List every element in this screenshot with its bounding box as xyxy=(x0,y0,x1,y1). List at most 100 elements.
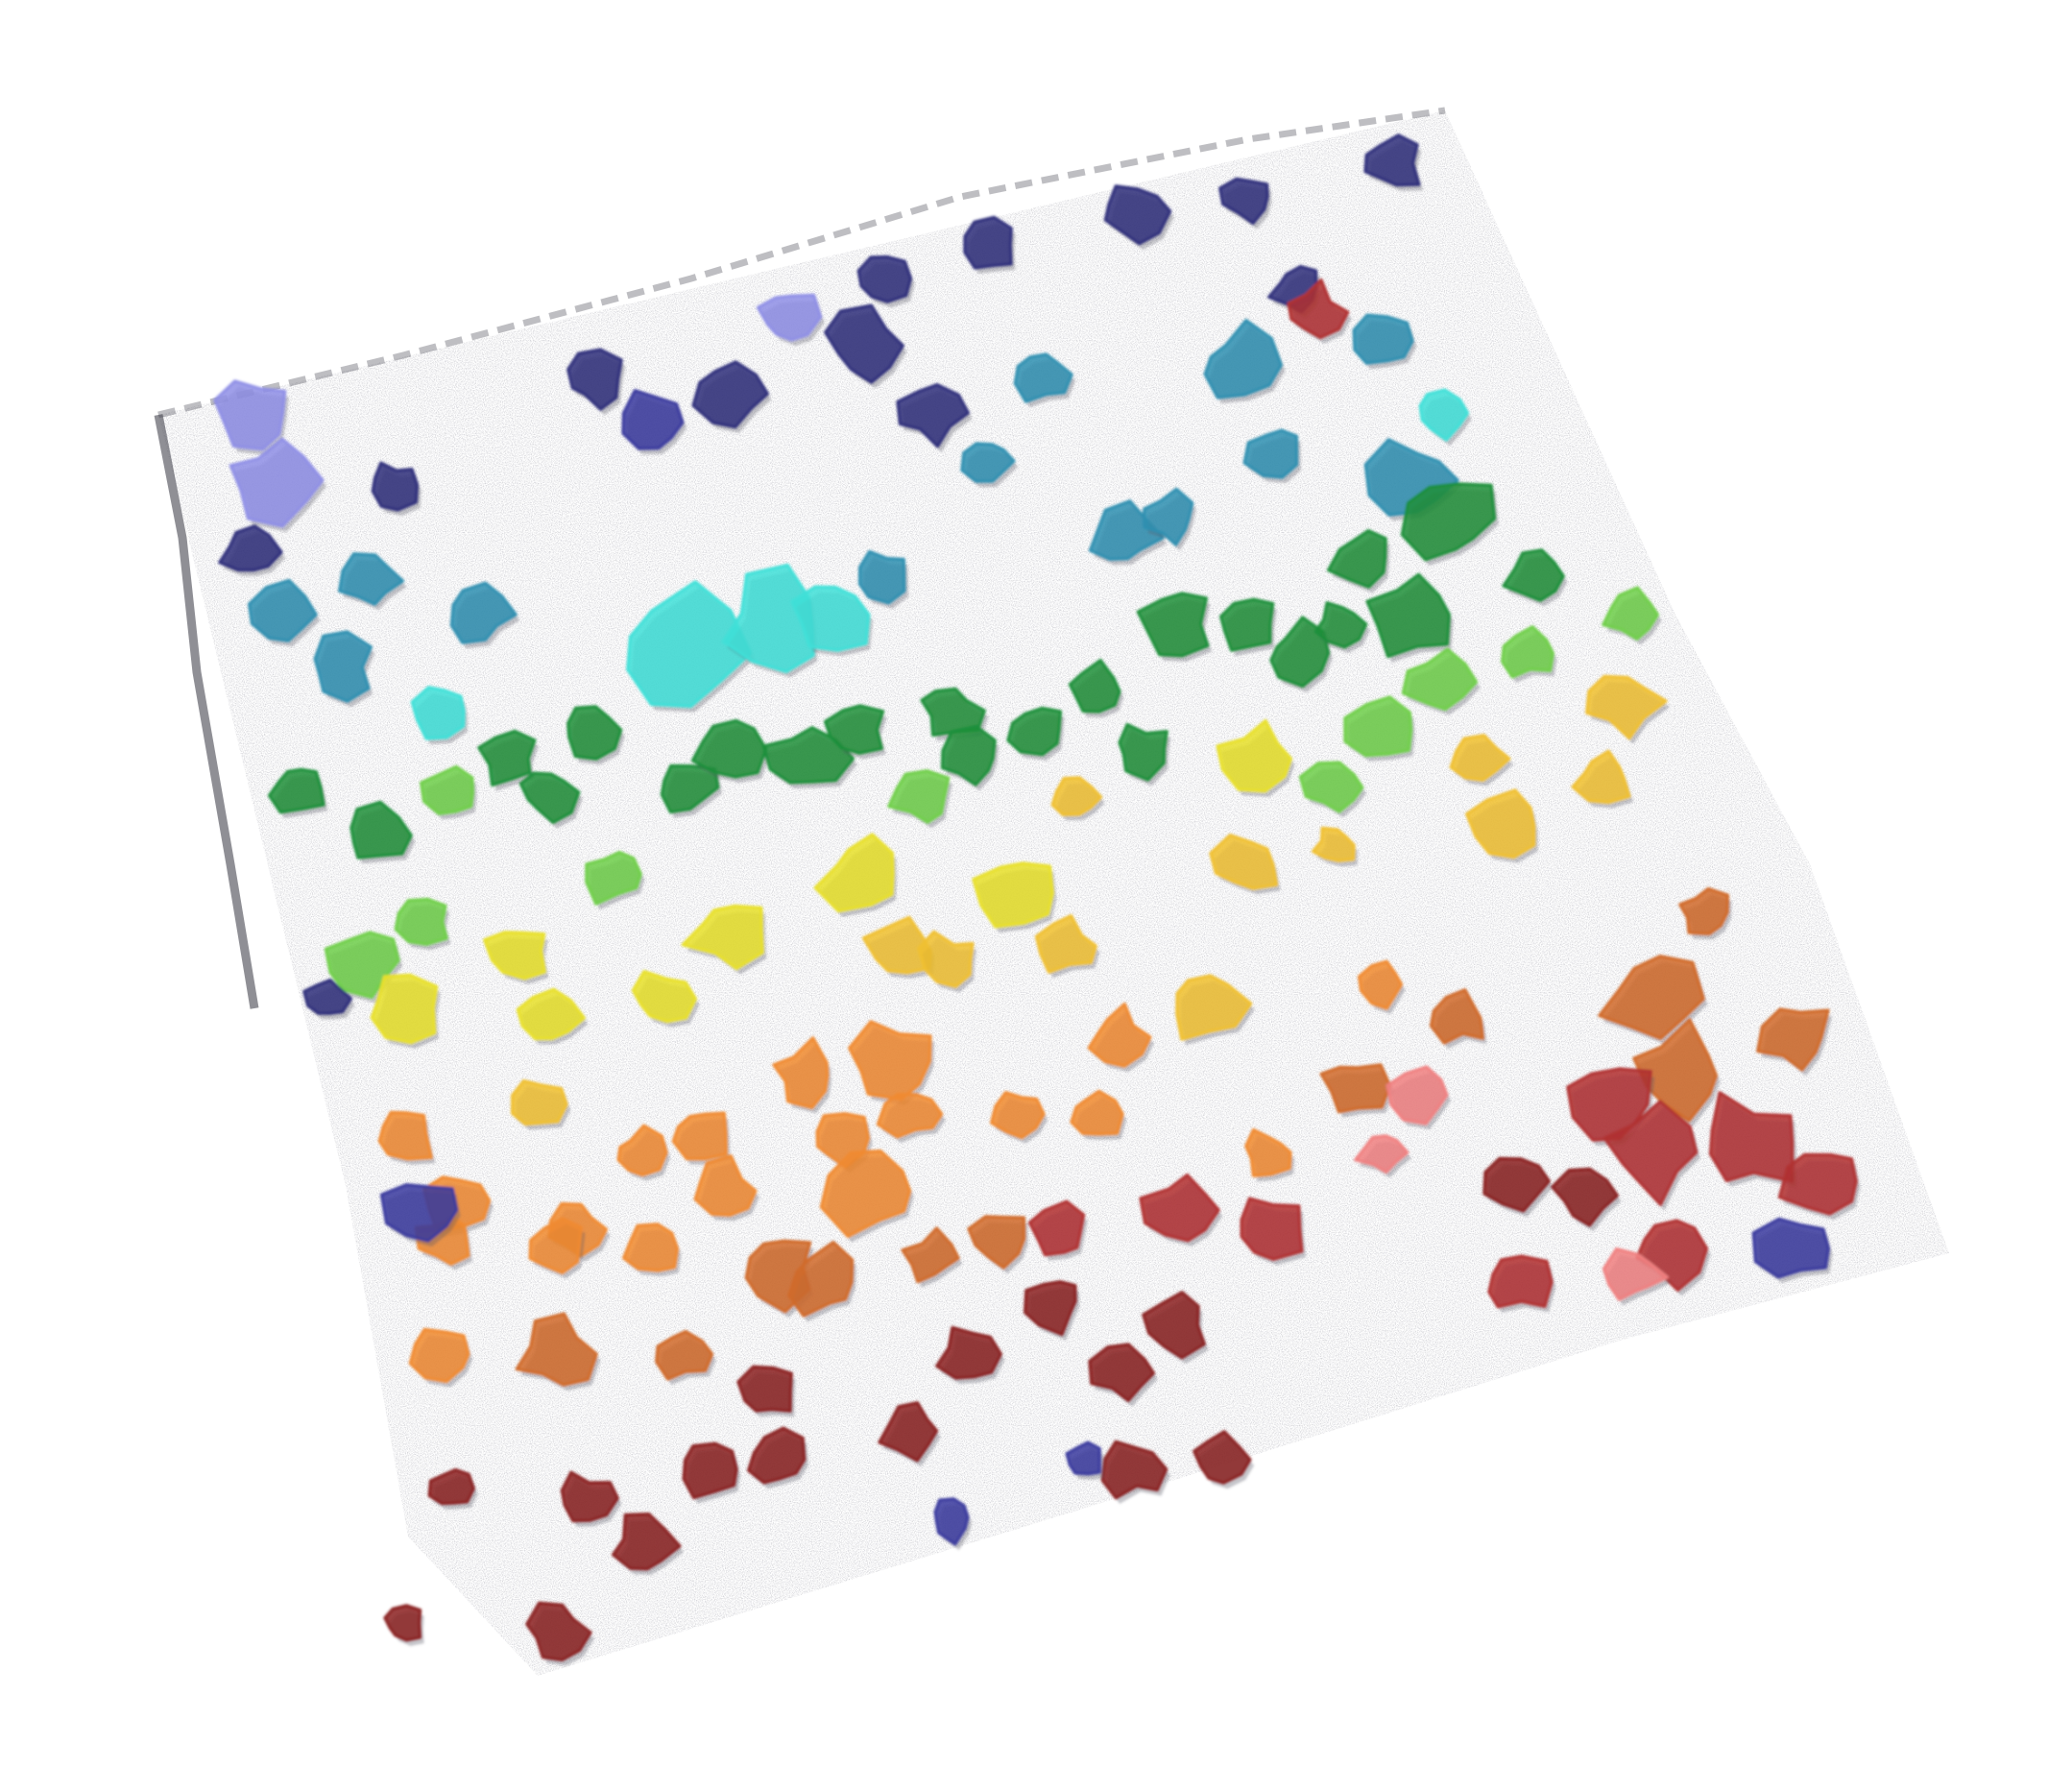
cell-dark_orange xyxy=(655,1329,714,1381)
cell-light_green xyxy=(1298,761,1364,813)
cell-green xyxy=(1327,529,1387,589)
cell-lavender xyxy=(756,293,823,342)
cell-navy xyxy=(566,348,623,411)
cell-dark_red xyxy=(525,1601,592,1662)
cell-dark_red xyxy=(1551,1167,1619,1227)
cell-teal xyxy=(1242,428,1299,479)
cell-light_green xyxy=(1401,647,1479,711)
cell-gold xyxy=(1209,834,1278,890)
cell-orange xyxy=(693,1154,758,1217)
cell-yellow xyxy=(1216,718,1292,793)
cell-dark_red xyxy=(935,1325,1002,1380)
cell-pink xyxy=(1385,1065,1449,1126)
cell-dark_red xyxy=(612,1513,682,1571)
cell-dark_red xyxy=(878,1401,939,1463)
cell-dark_orange xyxy=(787,1241,855,1318)
cell-cyan xyxy=(1418,388,1470,442)
cell-gold xyxy=(861,915,932,975)
cell-dark_orange xyxy=(967,1215,1026,1270)
cell-light_green xyxy=(394,897,448,946)
cell-navy xyxy=(1103,184,1172,246)
cell-gold xyxy=(1585,674,1668,740)
cell-navy xyxy=(1218,177,1269,226)
cell-orange xyxy=(528,1217,583,1274)
cell-orange xyxy=(990,1091,1046,1139)
cell-gold xyxy=(1311,826,1356,862)
cell-teal xyxy=(313,630,373,703)
cell-orange xyxy=(377,1110,433,1161)
cell-teal xyxy=(248,578,318,642)
cell-green xyxy=(349,800,413,859)
cell-red xyxy=(1487,1254,1554,1309)
cell-dark_orange xyxy=(1598,955,1705,1040)
cell-blue xyxy=(933,1497,970,1546)
cell-dark_orange xyxy=(1756,1007,1830,1072)
cell-navy xyxy=(824,303,904,384)
cell-green xyxy=(690,718,768,779)
cell-green xyxy=(823,704,885,755)
cell-orange xyxy=(1070,1089,1124,1136)
cell-blue xyxy=(1751,1217,1830,1279)
cell-red xyxy=(1602,1100,1699,1206)
cell-navy xyxy=(218,524,283,572)
cell-yellow xyxy=(813,833,895,913)
cell-green xyxy=(1400,482,1497,562)
cell-gold xyxy=(1034,914,1097,974)
cell-green xyxy=(1136,592,1210,658)
volume-edge-left xyxy=(154,414,259,1009)
cell-red xyxy=(1240,1197,1304,1261)
cell-navy xyxy=(371,461,420,512)
segmented-cells xyxy=(213,133,1861,1666)
cell-dark_red xyxy=(1100,1440,1169,1500)
cell-red xyxy=(1287,278,1350,340)
cell-red xyxy=(1635,1219,1709,1292)
cell-cyan xyxy=(410,686,466,740)
cell-red xyxy=(1708,1091,1795,1183)
cell-navy xyxy=(691,360,769,429)
cell-red xyxy=(1139,1173,1220,1243)
cell-gold xyxy=(1465,788,1536,859)
cell-orange xyxy=(616,1124,668,1176)
cell-green xyxy=(1006,706,1063,757)
cell-lavender xyxy=(229,437,325,528)
cell-orange xyxy=(819,1150,912,1238)
cell-green xyxy=(761,726,855,785)
cell-navy xyxy=(963,215,1013,270)
cell-pink xyxy=(1602,1247,1669,1301)
cell-dark_orange xyxy=(1678,886,1729,935)
cell-dark_red xyxy=(1024,1280,1077,1337)
cell-teal xyxy=(1143,487,1194,546)
cell-orange xyxy=(1087,1002,1152,1068)
cell-orange xyxy=(671,1111,728,1161)
cell-orange xyxy=(876,1092,944,1139)
cell-blue xyxy=(621,389,685,450)
cell-green xyxy=(566,705,623,761)
cell-pink xyxy=(1354,1134,1409,1174)
cell-dark_red xyxy=(1088,1343,1156,1403)
cell-teal xyxy=(449,581,518,644)
cell-navy xyxy=(1363,133,1421,187)
volume-edge-top xyxy=(157,107,1446,419)
cell-light_green xyxy=(1602,586,1659,641)
cell-dark_red xyxy=(1482,1156,1551,1213)
cell-navy xyxy=(856,254,913,303)
cell-orange xyxy=(1358,959,1404,1010)
cell-light_green xyxy=(324,931,400,999)
cell-teal xyxy=(960,442,1016,483)
cell-gold xyxy=(1449,734,1511,782)
cell-green xyxy=(477,729,537,787)
cell-dark_orange xyxy=(1319,1063,1391,1114)
cell-gold xyxy=(917,930,975,988)
cell-green xyxy=(1502,548,1565,602)
cell-dark_red xyxy=(1193,1430,1252,1485)
cell-yellow xyxy=(370,973,439,1045)
cell-gold xyxy=(1050,776,1103,816)
cell-dark_red xyxy=(682,1441,738,1500)
cell-yellow xyxy=(516,987,586,1040)
cell-teal xyxy=(857,549,906,605)
cell-light_green xyxy=(887,769,951,824)
cell-dark_orange xyxy=(901,1226,960,1284)
cell-cyan xyxy=(721,563,815,673)
cell-cyan xyxy=(790,585,871,652)
